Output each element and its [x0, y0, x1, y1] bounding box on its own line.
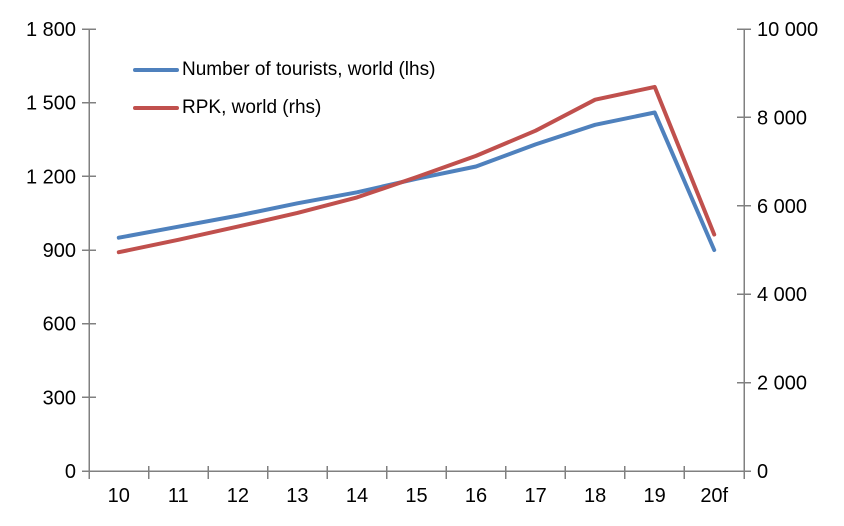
legend-label-tourists: Number of tourists, world (lhs) [182, 59, 436, 80]
x-axis-category-label: 13 [286, 485, 308, 507]
right-axis-tick-label: 0 [757, 461, 768, 483]
right-axis-tick-label: 10 000 [757, 19, 818, 41]
left-axis-tick-label: 1 800 [26, 19, 76, 41]
x-axis-category-label: 15 [405, 485, 427, 507]
left-axis-tick-label: 900 [43, 240, 76, 262]
left-axis-tick-label: 300 [43, 387, 76, 409]
left-axis-tick-label: 600 [43, 314, 76, 336]
x-axis-category-label: 19 [644, 485, 666, 507]
left-axis-tick-label: 1 500 [26, 93, 76, 115]
left-axis-tick-label: 0 [65, 461, 76, 483]
series-line-tourists [116, 110, 717, 252]
right-axis-tick-label: 2 000 [757, 373, 807, 395]
left-axis-tick-label: 1 200 [26, 166, 76, 188]
legend-line-rpk-icon [133, 106, 179, 110]
x-axis-category-label: 20f [700, 485, 728, 507]
right-axis-tick-label: 4 000 [757, 284, 807, 306]
x-axis-category-label: 17 [524, 485, 546, 507]
legend-label-rpk: RPK, world (rhs) [182, 97, 322, 118]
right-axis-tick-label: 8 000 [757, 107, 807, 129]
legend-line-tourists-icon [133, 68, 179, 72]
right-axis-tick-label: 6 000 [757, 196, 807, 218]
legend-item-rpk: RPK, world (rhs) [133, 89, 435, 127]
x-axis-category-label: 14 [346, 485, 368, 507]
legend: Number of tourists, world (lhs) RPK, wor… [133, 51, 435, 127]
legend-item-tourists: Number of tourists, world (lhs) [133, 51, 435, 89]
x-axis-category-label: 12 [227, 485, 249, 507]
x-axis-category-label: 18 [584, 485, 606, 507]
series-line-rpk [116, 84, 717, 255]
x-axis-category-label: 16 [465, 485, 487, 507]
x-axis-category-label: 11 [168, 485, 189, 507]
x-axis-category-label: 10 [108, 485, 130, 507]
